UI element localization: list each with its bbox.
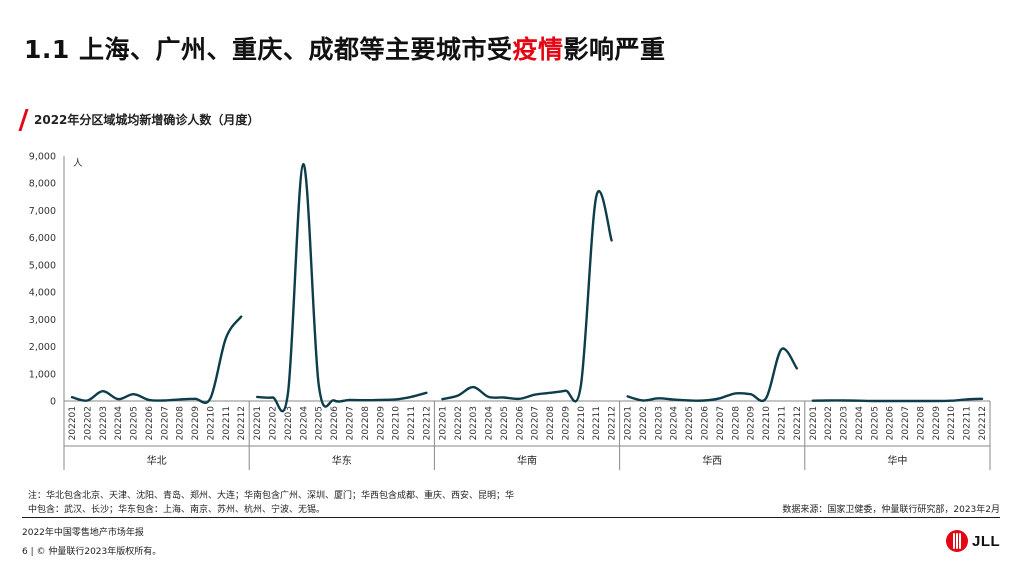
- group-label: 华南: [517, 454, 537, 467]
- series-line: [70, 315, 243, 404]
- x-tick-label: 202211: [963, 406, 973, 440]
- y-tick-label: 5,000: [29, 260, 56, 271]
- x-tick-label: 202209: [376, 406, 386, 441]
- data-source: 数据来源：国家卫健委，仲量联行研究部，2023年2月: [782, 505, 1000, 515]
- y-tick-label: 3,000: [29, 315, 56, 326]
- x-tick-label: 202209: [747, 406, 757, 441]
- x-tick-label: 202202: [454, 406, 464, 440]
- x-tick-label: 202203: [469, 406, 479, 440]
- y-tick-label: 2,000: [29, 342, 56, 353]
- x-tick-label: 202211: [222, 406, 232, 440]
- group-label: 华中: [887, 454, 907, 467]
- x-tick-label: 202208: [176, 406, 186, 441]
- x-tick-label: 202206: [515, 406, 525, 441]
- x-tick-label: 202204: [485, 406, 495, 441]
- line-chart: 0 1,000 2,000 3,000 4,000 5,000 6,000 7,000 8,00…: [29, 152, 991, 470]
- x-tick-label: 202205: [685, 406, 695, 440]
- jll-logo: JLL: [946, 530, 1000, 552]
- x-tick-label: 202207: [901, 406, 911, 440]
- x-tick-label: 202208: [917, 406, 927, 441]
- x-tick-label: 202203: [99, 406, 109, 440]
- x-tick-label: 202207: [160, 406, 170, 440]
- x-tick-label: 202207: [346, 406, 356, 440]
- y-tick-label: 4,000: [29, 288, 56, 299]
- x-tick-label: 202209: [932, 406, 942, 441]
- x-tick-label: 202202: [824, 406, 834, 440]
- x-tick-label: 202208: [361, 406, 371, 441]
- x-tick-label: 202205: [315, 406, 325, 440]
- x-tick-label: 202201: [253, 406, 263, 440]
- copyright: 6 | © 仲量联行2023年版权所有。: [22, 547, 162, 557]
- footnote-line-1: 注：华北包含北京、天津、沈阳、青岛、郑州、大连；华南包含广州、深圳、厦门；华西包…: [28, 491, 515, 501]
- x-tick-label: 202207: [716, 406, 726, 440]
- footnote: 注：华北包含北京、天津、沈阳、青岛、郑州、大连；华南包含广州、深圳、厦门；华西包…: [28, 489, 568, 517]
- x-tick-label: 202212: [422, 406, 432, 440]
- x-tick-label: 202203: [284, 406, 294, 440]
- footnote-line-2: 中包含：武汉、长沙；华东包含：上海、南京、苏州、杭州、宁波、无锡。: [28, 505, 326, 515]
- x-tick-label: 202212: [237, 406, 247, 440]
- x-tick-label: 202204: [114, 406, 124, 441]
- x-tick-label: 202210: [206, 406, 216, 441]
- y-tick-label: 7,000: [29, 206, 56, 217]
- x-tick-label: 202211: [407, 406, 417, 440]
- y-tick-label: 8,000: [29, 179, 56, 190]
- x-tick-label: 202204: [855, 406, 865, 441]
- x-tick-label: 202209: [191, 406, 201, 441]
- x-tick-label: 202210: [392, 406, 402, 441]
- x-tick-label: 202204: [670, 406, 680, 441]
- x-tick-label: 202205: [500, 406, 510, 440]
- x-tick-label: 202206: [145, 406, 155, 441]
- chart-subtitle: 2022年分区域城均新增确诊人数（月度）: [34, 113, 260, 127]
- x-tick-label: 202206: [886, 406, 896, 441]
- report-name: 2022年中国零售地产市场年报: [22, 528, 144, 538]
- series-line: [626, 347, 798, 403]
- group-label: 华北: [147, 454, 167, 467]
- x-tick-label: 202205: [870, 406, 880, 440]
- x-tick-label: 202203: [840, 406, 850, 440]
- x-tick-label: 202202: [269, 406, 279, 440]
- y-axis-label: 人: [73, 158, 83, 169]
- x-tick-label: 202210: [577, 406, 587, 441]
- y-tick-label: 0: [50, 397, 56, 408]
- x-tick-label: 202201: [438, 406, 448, 440]
- x-tick-label: 202206: [330, 406, 340, 441]
- x-tick-label: 202201: [809, 406, 819, 440]
- y-tick-label: 9,000: [29, 152, 56, 163]
- x-tick-label: 202208: [546, 406, 556, 441]
- y-tick-label: 1,000: [29, 369, 56, 380]
- x-tick-label: 202201: [624, 406, 634, 440]
- x-tick-label: 202212: [608, 406, 618, 440]
- x-tick-label: 202203: [654, 406, 664, 440]
- series-line: [256, 162, 428, 413]
- series-line: [811, 397, 984, 403]
- group-label: 华东: [332, 454, 352, 467]
- title-highlight: 疫情: [512, 35, 564, 64]
- x-tick-label: 202205: [130, 406, 140, 440]
- x-tick-label: 202212: [978, 406, 988, 440]
- x-tick-label: 202211: [777, 406, 787, 440]
- x-tick-label: 202202: [639, 406, 649, 440]
- x-tick-label: 202210: [762, 406, 772, 441]
- x-tick-label: 202202: [83, 406, 93, 440]
- title-suffix: 影响严重: [563, 35, 666, 64]
- x-tick-label: 202207: [531, 406, 541, 440]
- title-prefix: 1.1 上海、广州、重庆、成都等主要城市受: [24, 35, 513, 64]
- x-tick-label: 202201: [68, 406, 78, 440]
- subtitle-accent-bar: [18, 109, 29, 131]
- x-tick-label: 202212: [793, 406, 803, 440]
- x-tick-label: 202208: [731, 406, 741, 441]
- x-tick-label: 202206: [701, 406, 711, 441]
- x-tick-label: 202210: [947, 406, 957, 441]
- page-title: 1.1 上海、广州、重庆、成都等主要城市受疫情影响严重: [24, 30, 666, 66]
- series-line: [441, 190, 613, 403]
- x-tick-label: 202209: [562, 406, 572, 441]
- jll-logo-icon: [946, 530, 968, 552]
- y-tick-label: 6,000: [29, 233, 56, 244]
- jll-logo-text: JLL: [972, 532, 1001, 550]
- x-tick-label: 202211: [592, 406, 602, 440]
- footer-divider: [22, 517, 1000, 518]
- x-tick-label: 202204: [299, 406, 309, 441]
- group-label: 华西: [702, 454, 722, 467]
